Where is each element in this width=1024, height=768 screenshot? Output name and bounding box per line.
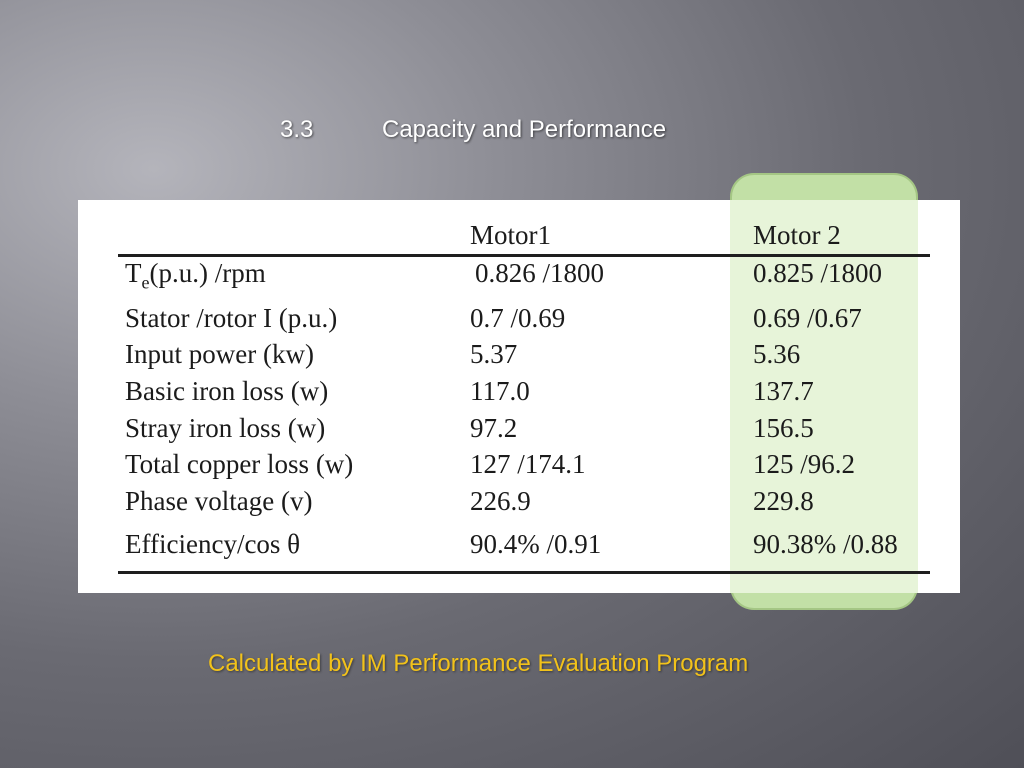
table-row: Total copper loss (w) 127 /174.1 125 /96…: [78, 449, 960, 485]
table-row: Te(p.u.) /rpm 0.826 /1800 0.825 /1800: [78, 258, 960, 294]
row-label: Input power (kw): [125, 339, 314, 369]
bottom-rule: [118, 571, 930, 574]
table-row: Efficiency/cos θ 90.4% /0.91 90.38% /0.8…: [78, 529, 960, 565]
row-label: Efficiency/cos θ: [125, 529, 301, 559]
motor1-value: 0.7 /0.69: [470, 303, 566, 333]
row-label: Te(p.u.) /rpm: [125, 258, 266, 293]
motor2-value: 90.38% /0.88: [753, 529, 898, 559]
motor2-value: 229.8: [753, 486, 814, 516]
motor2-value: 0.69 /0.67: [753, 303, 862, 333]
slide-title: 3.3 Capacity and Performance: [280, 116, 666, 144]
motor1-value: 5.37: [470, 339, 518, 369]
table-row: Stator /rotor I (p.u.) 0.7 /0.69 0.69 /0…: [78, 303, 960, 339]
motor1-value: 117.0: [470, 376, 530, 406]
section-number: 3.3: [280, 116, 314, 143]
caption: Calculated by IM Performance Evaluation …: [208, 650, 749, 677]
label-rest: (p.u.) /rpm: [149, 258, 266, 288]
row-label: Phase voltage (v): [125, 486, 313, 516]
performance-table: Motor1 Motor 2 Te(p.u.) /rpm 0.826 /1800…: [78, 200, 960, 593]
row-label: Total copper loss (w): [125, 449, 354, 479]
section-title: Capacity and Performance: [382, 116, 667, 143]
header-motor1: Motor1: [470, 220, 551, 250]
label-subscript: e: [141, 272, 150, 293]
header-motor2: Motor 2: [753, 220, 841, 250]
motor1-value: 90.4% /0.91: [470, 529, 602, 559]
motor2-value: 0.825 /1800: [753, 258, 883, 288]
motor2-value: 137.7: [753, 376, 814, 406]
motor1-value: 226.9: [470, 486, 531, 516]
row-label: Stator /rotor I (p.u.): [125, 303, 338, 333]
table-row: Basic iron loss (w) 117.0 137.7: [78, 376, 960, 412]
row-label: Basic iron loss (w): [125, 376, 329, 406]
motor2-highlight-inner: [730, 200, 918, 593]
table-row: Stray iron loss (w) 97.2 156.5: [78, 413, 960, 449]
label-main: T: [125, 258, 142, 288]
motor1-value: 0.826 /1800: [475, 258, 605, 288]
top-rule: [118, 254, 930, 257]
row-label: Stray iron loss (w): [125, 413, 326, 443]
motor2-value: 125 /96.2: [753, 449, 856, 479]
motor2-value: 156.5: [753, 413, 814, 443]
motor1-value: 127 /174.1: [470, 449, 586, 479]
table-row: Phase voltage (v) 226.9 229.8: [78, 486, 960, 522]
motor1-value: 97.2: [470, 413, 518, 443]
table-row: Input power (kw) 5.37 5.36: [78, 339, 960, 375]
motor2-value: 5.36: [753, 339, 801, 369]
